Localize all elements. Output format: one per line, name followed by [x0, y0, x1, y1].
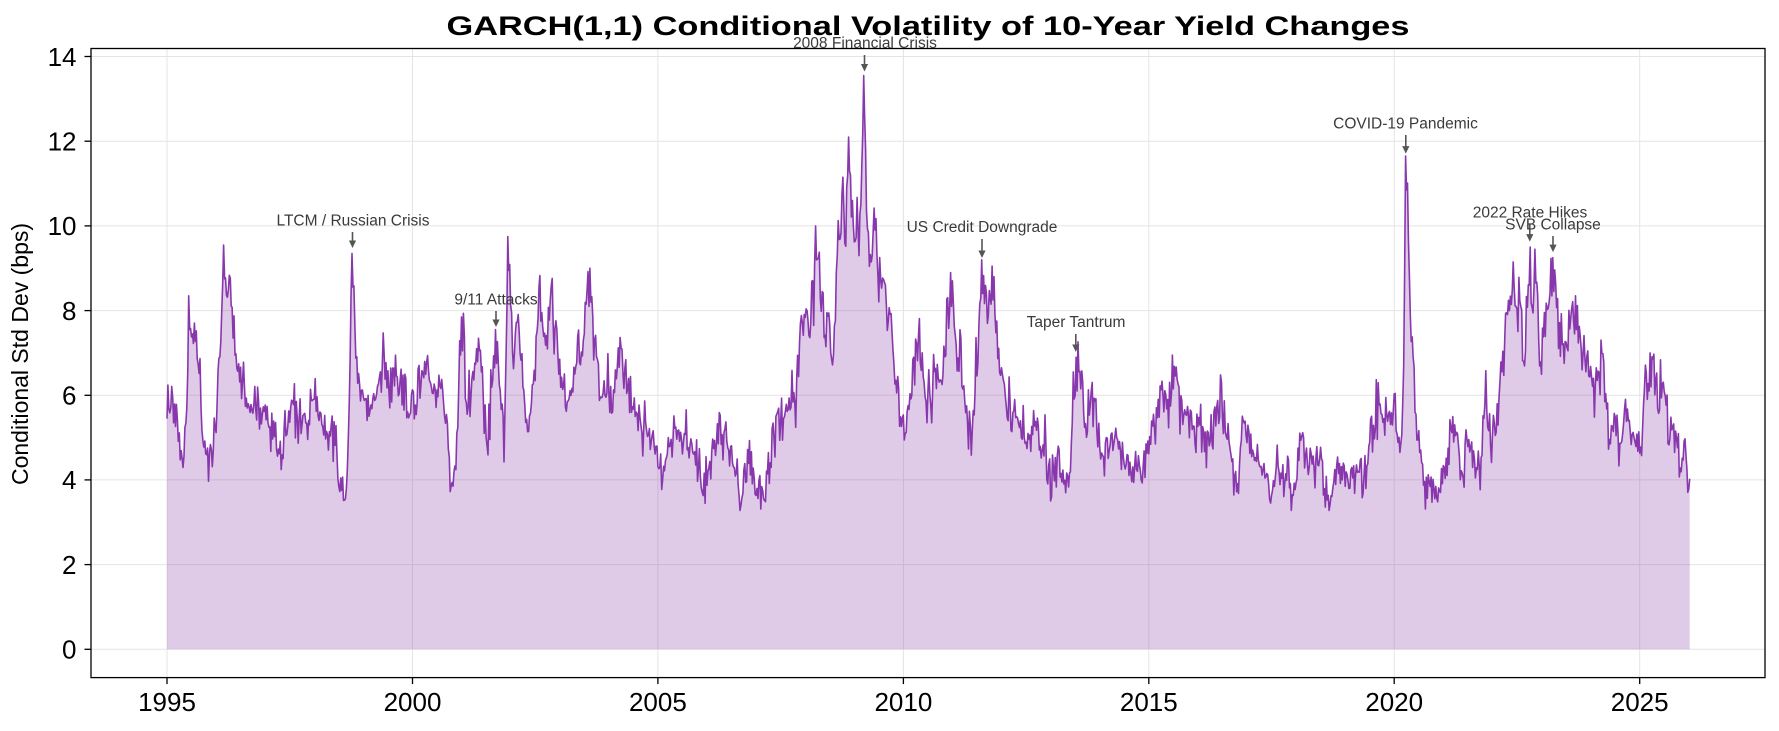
svg-text:COVID-19 Pandemic: COVID-19 Pandemic [1333, 116, 1478, 133]
svg-text:2008 Financial Crisis: 2008 Financial Crisis [793, 35, 937, 52]
svg-text:1995: 1995 [138, 687, 196, 717]
svg-text:2000: 2000 [384, 687, 442, 717]
svg-text:2010: 2010 [874, 687, 932, 717]
svg-text:Taper Tantrum: Taper Tantrum [1027, 314, 1126, 331]
svg-text:2020: 2020 [1365, 687, 1423, 717]
svg-text:10: 10 [48, 211, 77, 241]
svg-text:2: 2 [62, 550, 76, 580]
svg-text:2005: 2005 [629, 687, 687, 717]
svg-text:GARCH(1,1) Conditional Volatil: GARCH(1,1) Conditional Volatility of 10-… [447, 11, 1410, 41]
svg-text:2025: 2025 [1611, 687, 1669, 717]
svg-text:0: 0 [62, 635, 76, 665]
svg-text:US Credit Downgrade: US Credit Downgrade [907, 219, 1058, 236]
svg-text:4: 4 [62, 465, 76, 495]
svg-text:LTCM / Russian Crisis: LTCM / Russian Crisis [276, 213, 429, 230]
svg-text:9/11 Attacks: 9/11 Attacks [454, 292, 538, 309]
svg-text:12: 12 [48, 127, 77, 157]
svg-text:SVB Collapse: SVB Collapse [1505, 217, 1601, 234]
svg-text:2015: 2015 [1120, 687, 1178, 717]
svg-text:8: 8 [62, 296, 76, 326]
svg-text:6: 6 [62, 381, 76, 411]
svg-text:Conditional Std Dev (bps): Conditional Std Dev (bps) [7, 223, 33, 485]
svg-text:2022 Rate Hikes: 2022 Rate Hikes [1473, 205, 1588, 222]
svg-text:14: 14 [48, 42, 77, 72]
